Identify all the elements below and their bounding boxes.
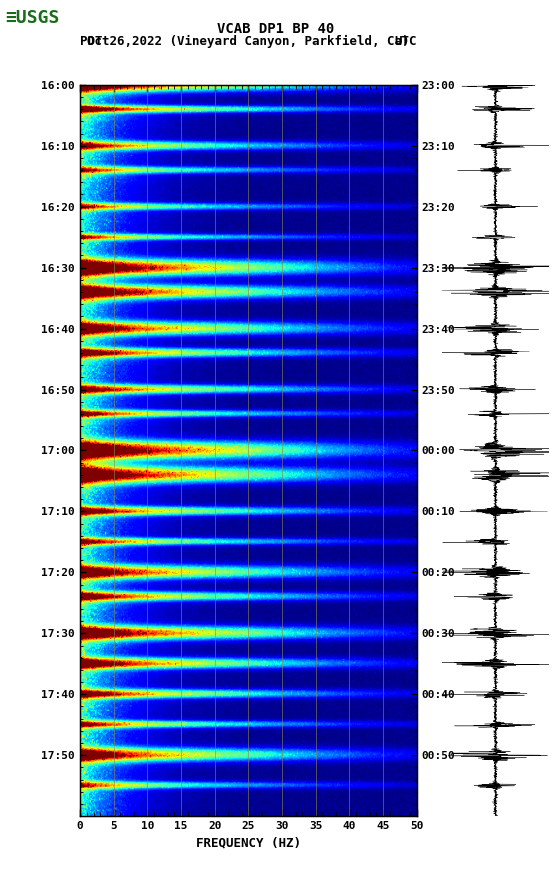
Text: PDT: PDT <box>80 35 103 48</box>
Text: VCAB DP1 BP 40: VCAB DP1 BP 40 <box>217 22 335 37</box>
Text: UTC: UTC <box>394 35 417 48</box>
Text: Oct26,2022 (Vineyard Canyon, Parkfield, Ca): Oct26,2022 (Vineyard Canyon, Parkfield, … <box>87 35 410 48</box>
Text: ≡USGS: ≡USGS <box>6 9 60 27</box>
X-axis label: FREQUENCY (HZ): FREQUENCY (HZ) <box>196 837 301 849</box>
